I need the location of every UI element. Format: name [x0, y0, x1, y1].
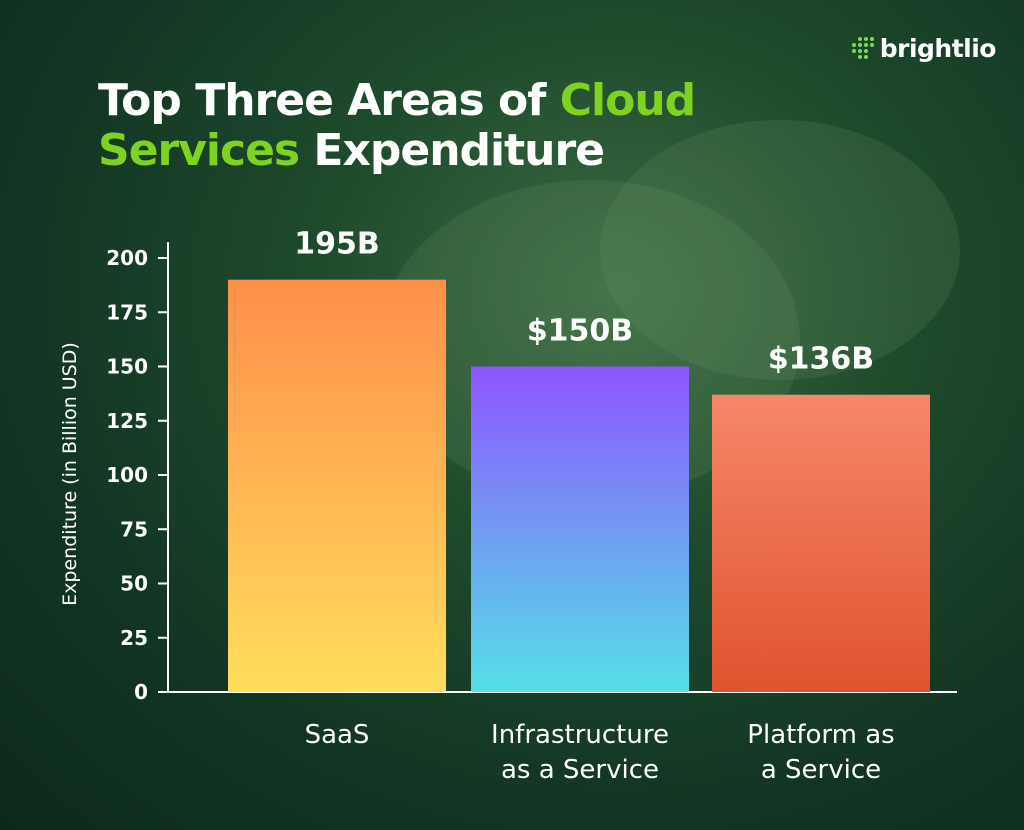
- y-tick-label: 125: [106, 409, 148, 433]
- brand-logo: brightlio: [850, 34, 997, 63]
- bar: [228, 279, 446, 692]
- y-tick-label: 75: [120, 517, 148, 541]
- y-tick-label: 0: [134, 680, 148, 704]
- y-tick-label: 25: [120, 626, 148, 650]
- y-tick-label: 150: [106, 355, 148, 379]
- data-label: $136B: [768, 342, 874, 377]
- bar: [471, 366, 689, 692]
- data-label: $150B: [527, 314, 633, 349]
- x-tick-label: Platform as: [747, 720, 894, 750]
- x-tick-label: Infrastructure: [491, 720, 669, 750]
- title-part: Top Three Areas of: [98, 75, 560, 126]
- title-highlight: Cloud: [559, 75, 696, 126]
- y-tick-label: 50: [120, 572, 148, 596]
- x-tick-label: a Service: [761, 755, 881, 785]
- bar: [712, 394, 930, 692]
- x-tick-label: as a Service: [501, 755, 659, 785]
- y-axis-title: Expenditure (in Billion USD): [59, 342, 81, 606]
- dot-grid-logo-icon: [850, 36, 874, 61]
- background-decoration: [600, 120, 960, 380]
- title-highlight: Services: [98, 125, 300, 176]
- y-tick-label: 200: [106, 246, 148, 270]
- y-tick-label: 175: [106, 300, 148, 324]
- brand-name: brightlio: [879, 34, 997, 63]
- x-tick-label: SaaS: [305, 720, 370, 750]
- chart-title: Top Three Areas of Cloud Services Expend…: [98, 75, 696, 176]
- data-label: 195B: [294, 227, 380, 262]
- y-tick-label: 100: [106, 463, 148, 487]
- title-part: Expenditure: [299, 125, 605, 176]
